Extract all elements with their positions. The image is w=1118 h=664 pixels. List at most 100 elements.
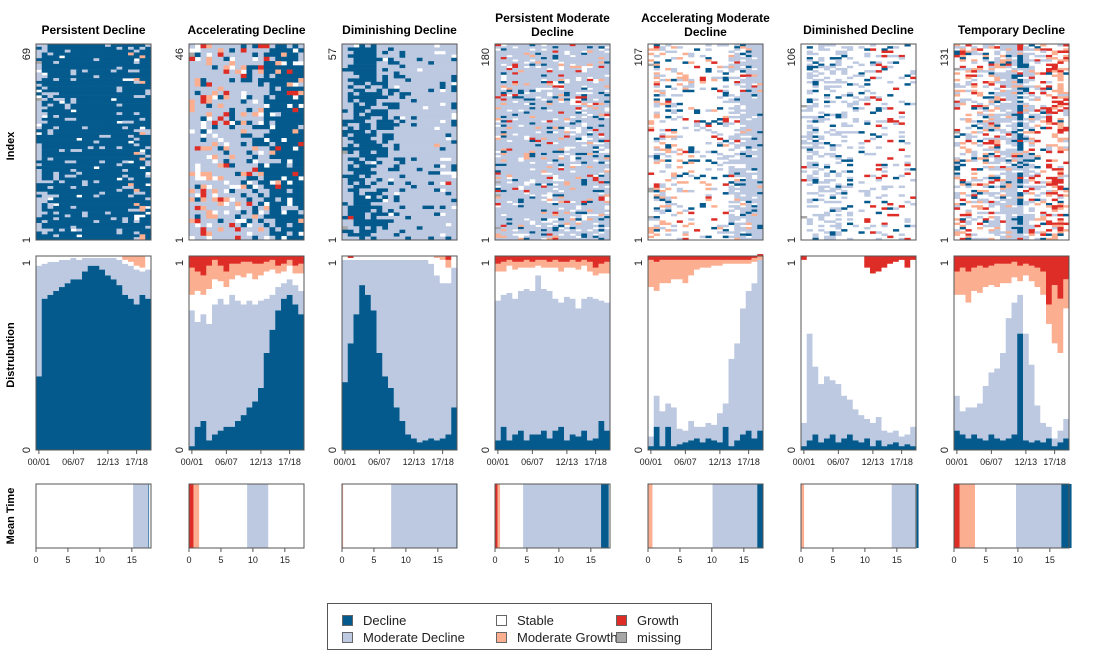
sequence-cell (122, 151, 129, 156)
sequence-cell (189, 99, 196, 104)
sequence-cell (569, 181, 576, 184)
sequence-cell (558, 122, 565, 125)
sequence-cell (451, 209, 457, 213)
sequence-cell (416, 92, 423, 96)
sequence-cell (223, 176, 230, 181)
sequence-cell (500, 67, 507, 71)
sequence-cell (376, 229, 383, 234)
sequence-cell (99, 222, 106, 227)
sequence-cell (552, 50, 559, 54)
sequence-cell (64, 183, 71, 187)
sequence-cell (564, 72, 571, 75)
sequence-cell (518, 198, 525, 202)
sequence-cell (128, 197, 135, 201)
sequence-cell (546, 157, 553, 160)
sequence-cell (376, 74, 383, 79)
sequence-cell (405, 160, 412, 165)
bar-growth (206, 256, 213, 266)
sequence-cell (217, 48, 224, 53)
sequence-cell (263, 171, 270, 177)
sequence-cell (405, 105, 412, 110)
sequence-cell (53, 61, 60, 65)
sequence-cell (252, 52, 259, 58)
sequence-cell (552, 181, 559, 184)
sequence-cell (598, 113, 605, 117)
bar-decline (70, 279, 77, 450)
sequence-cell (258, 159, 265, 164)
sequence-cell (342, 178, 349, 182)
sequence-cell (416, 181, 423, 186)
sequence-cell (405, 92, 412, 96)
bar-stable (281, 271, 288, 284)
sequence-cell (189, 231, 196, 237)
sequence-cell (281, 78, 288, 83)
sequence-cell (206, 90, 213, 96)
sequence-cell (598, 87, 605, 91)
sequence-cell (598, 118, 605, 121)
sequence-cell (223, 48, 230, 53)
sequence-cell (382, 105, 389, 110)
bar-decline (445, 434, 452, 450)
sequence-cell (76, 134, 83, 139)
sequence-cell (139, 97, 146, 102)
sequence-cell (347, 222, 354, 227)
sequence-cell (200, 222, 207, 228)
sequence-cell (269, 193, 276, 198)
bar-decline (235, 420, 242, 450)
sequence-cell (500, 144, 507, 147)
sequence-cell (269, 214, 276, 219)
sequence-cell (353, 81, 360, 86)
sequence-cell (53, 44, 60, 48)
sequence-cell (564, 107, 571, 110)
sequence-cell (298, 193, 304, 198)
mean-axis-label: 15 (280, 555, 290, 565)
sequence-cell (445, 47, 452, 52)
sequence-cell (370, 95, 377, 100)
sequence-cell (587, 198, 594, 202)
sequence-cell (110, 120, 117, 124)
sequence-cell (416, 147, 423, 151)
sequence-cell (189, 222, 196, 228)
sequence-cell (405, 71, 412, 76)
bar-decline (246, 407, 253, 450)
sequence-cell (500, 102, 507, 106)
sequence-cell (546, 65, 553, 69)
sequence-cell (558, 163, 565, 167)
sequence-cell (512, 161, 519, 165)
sequence-cell (36, 140, 43, 144)
bar-moderate-decline (206, 323, 213, 441)
sequence-cell (439, 81, 446, 86)
sequence-cell (598, 194, 605, 197)
sequence-cell (558, 200, 565, 204)
sequence-cell (529, 65, 536, 69)
sequence-cell (76, 117, 83, 121)
sequence-cell (298, 112, 304, 117)
sequence-cell (422, 236, 429, 240)
sequence-cell (64, 234, 71, 238)
sequence-cell (347, 64, 354, 69)
sequence-cell (145, 92, 151, 96)
sequence-cell (347, 85, 354, 89)
bar-stable (139, 267, 146, 272)
sequence-cell (145, 61, 151, 65)
sequence-cell (263, 99, 270, 104)
sequence-cell (506, 87, 513, 91)
sequence-cell (286, 82, 293, 87)
sequence-cell (393, 109, 400, 114)
sequence-cell (212, 137, 219, 143)
bar-moderate-growth (223, 271, 230, 288)
sequence-cell (518, 170, 525, 173)
sequence-cell (552, 170, 559, 173)
sequence-cell (275, 61, 282, 66)
sequence-cell (598, 165, 605, 169)
sequence-cell (145, 149, 151, 153)
sequence-cell (275, 154, 282, 160)
sequence-cell (546, 150, 553, 154)
sequence-cell (275, 137, 282, 143)
sequence-cell (223, 82, 230, 87)
sequence-cell (76, 44, 83, 48)
sequence-cell (122, 134, 129, 139)
sequence-cell (512, 126, 519, 130)
sequence-cell (405, 78, 412, 83)
sequence-cell (246, 171, 253, 177)
